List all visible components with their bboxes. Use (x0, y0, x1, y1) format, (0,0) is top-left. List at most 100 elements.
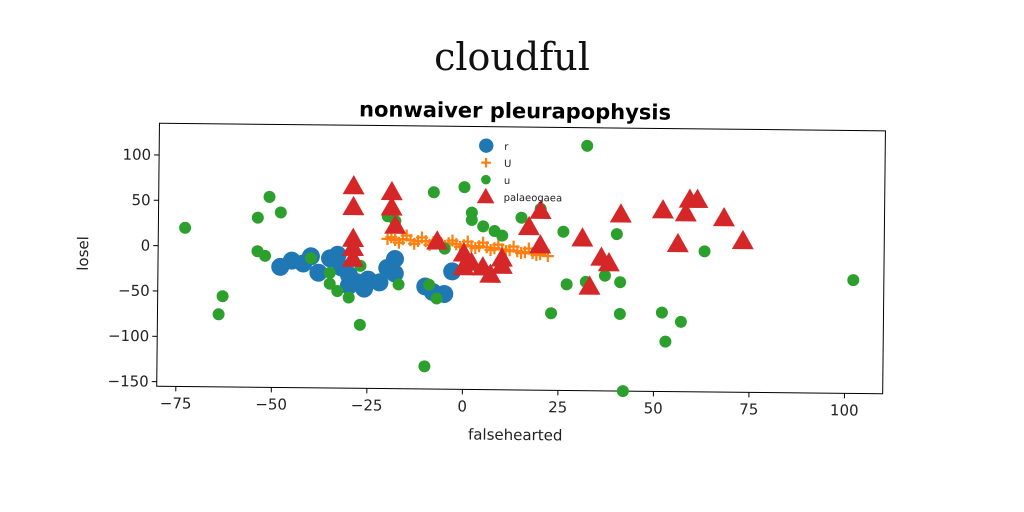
series-2-point (212, 308, 225, 321)
series-2-point (560, 278, 573, 291)
series-3-point (609, 203, 632, 223)
series-2-point (263, 190, 276, 203)
figure-suptitle: cloudful (434, 35, 590, 79)
series-1-point (469, 242, 482, 255)
series-3-point (578, 275, 601, 295)
series-2-point (179, 221, 192, 234)
legend-marker (481, 174, 491, 185)
x-tick-label: 25 (548, 398, 567, 416)
series-0-point (309, 263, 328, 282)
series-2-point (515, 211, 528, 224)
x-tick-label: −25 (351, 396, 383, 414)
series-3-point (341, 236, 364, 257)
series-3-point (342, 175, 365, 195)
series-3-point (479, 263, 502, 283)
series-2-point (655, 306, 668, 319)
series-3-point (571, 227, 594, 247)
legend-label: r (504, 142, 509, 153)
y-tick-label: 100 (122, 146, 151, 164)
series-2-point (616, 385, 629, 398)
series-2-point (674, 315, 687, 328)
series-3-point (517, 215, 540, 236)
series-2-point (323, 277, 336, 290)
series-1-point (515, 247, 528, 260)
plot-area: −75 −50 −25 0 25 50 75 100 100 50 0 −50 −100 −150 fal… (74, 122, 886, 444)
series-2-point (427, 186, 440, 199)
legend-label: U (504, 159, 511, 170)
series-3-point (666, 232, 689, 253)
series-2-point (557, 225, 570, 238)
x-axis-label: falsehearted (468, 425, 563, 444)
series-1-point (477, 236, 490, 249)
series-2-point (698, 245, 711, 258)
series-1-point (408, 237, 421, 250)
y-axis-label: losel (74, 236, 92, 271)
series-3-point (490, 247, 513, 267)
legend: rUu palaeogaea (476, 138, 563, 205)
series-3-point (341, 247, 364, 267)
series-0-point (339, 276, 358, 295)
series-1-point (461, 235, 474, 248)
series-2-point (423, 278, 436, 291)
series-2-point (614, 276, 627, 289)
series-2-point (323, 266, 336, 279)
series-2-point (304, 252, 317, 265)
series-3-point (529, 199, 552, 220)
series-2-point (847, 274, 860, 287)
series-2-point (331, 285, 344, 298)
x-tick-label: 75 (739, 400, 758, 418)
series-3-point (380, 196, 403, 216)
y-tick-label: −100 (108, 327, 149, 345)
series-2-point (274, 206, 287, 219)
series-2-point (598, 269, 611, 282)
series-2-point (259, 249, 272, 262)
series-2-point (581, 139, 594, 152)
series-2-point (659, 335, 672, 348)
series-0-point (271, 257, 290, 276)
series-0-point (385, 250, 404, 269)
series-1-point (400, 229, 413, 242)
legend-marker (479, 138, 494, 153)
series-2-point (465, 213, 478, 226)
series-2-point (392, 278, 405, 291)
legend-marker (481, 157, 491, 168)
series-2-point (613, 307, 626, 320)
y-tick-label: 0 (141, 236, 151, 254)
series-2-point (342, 291, 355, 304)
x-tick-label: 0 (457, 397, 467, 415)
x-tick-label: 100 (830, 401, 859, 419)
series-3-point (529, 234, 552, 254)
series-3-point (712, 207, 735, 227)
series-2-point (353, 318, 366, 331)
series-3-point (342, 195, 365, 216)
series-2-point (251, 211, 264, 224)
x-tick-label: −75 (160, 394, 192, 412)
axis-ticks: −75 −50 −25 0 25 50 75 100 100 50 0 −50 −100 −150 (107, 146, 859, 420)
legend-label: palaeogaea (504, 193, 563, 205)
series-0-point (443, 262, 462, 281)
series-2-point (610, 228, 623, 241)
series-1-point (507, 240, 520, 253)
series-2-point (545, 307, 558, 320)
series-1-point (446, 234, 459, 247)
data-marks (179, 139, 860, 398)
series-3-point (460, 251, 483, 271)
series-3-point (380, 180, 403, 201)
series-3-point (651, 199, 674, 219)
y-tick-label: 50 (131, 191, 150, 209)
series-1-point (392, 236, 405, 249)
series-3-point (686, 188, 709, 208)
series-0-point (328, 245, 347, 264)
series-2-point (430, 292, 443, 305)
series-3-point (597, 252, 620, 272)
series-1-point (415, 231, 428, 244)
y-tick-label: −50 (118, 282, 150, 300)
x-tick-label: −50 (255, 395, 287, 413)
series-0-point (370, 273, 389, 292)
series-1-point (484, 244, 497, 257)
series-2-point (496, 229, 509, 242)
legend-marker (476, 187, 495, 204)
series-0-point (355, 279, 374, 298)
series-0-point (385, 264, 404, 283)
